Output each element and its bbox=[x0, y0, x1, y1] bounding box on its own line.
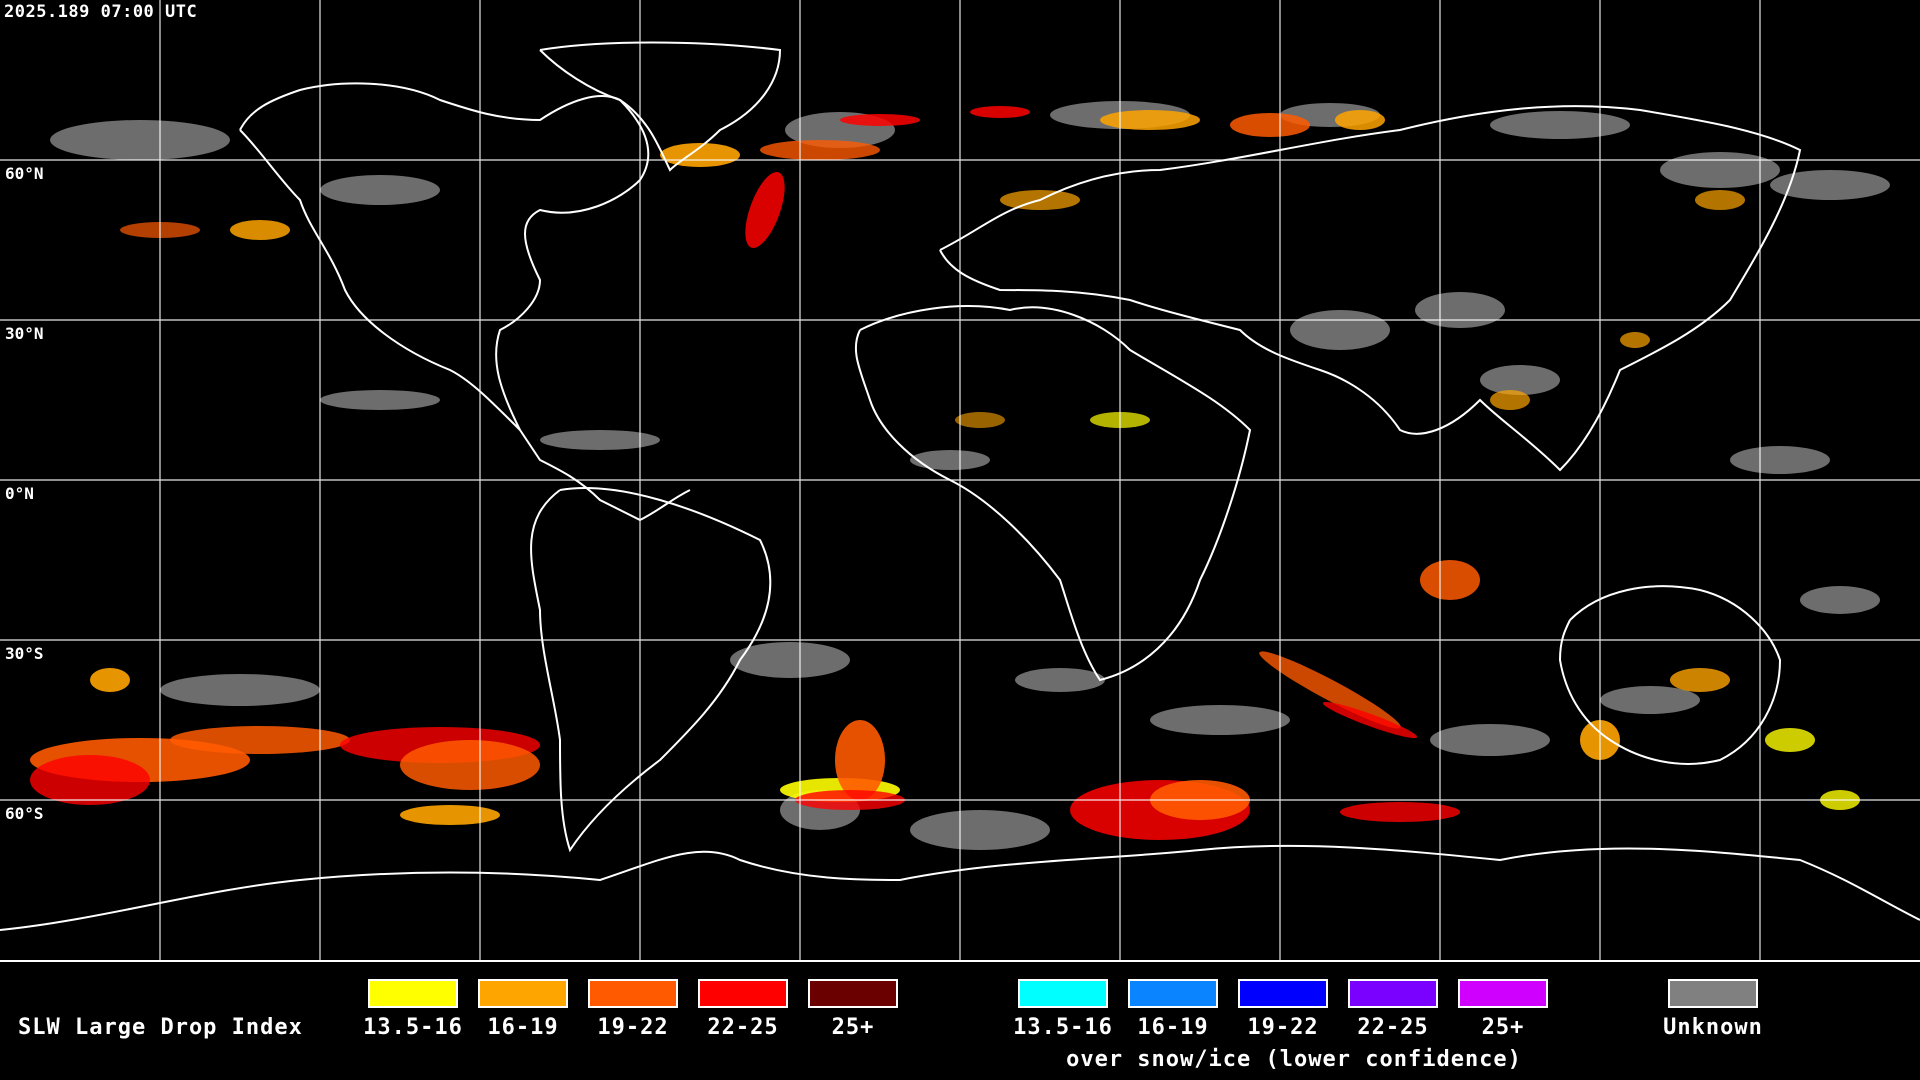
lat-label-60s: 60°S bbox=[5, 804, 44, 823]
legend-title: SLW Large Drop Index bbox=[18, 1015, 303, 1040]
legend-label-unknown: Unknown bbox=[1663, 1015, 1763, 1040]
lat-label-30n: 30°N bbox=[5, 324, 44, 343]
legend-swatch-snow-bin-4 bbox=[1458, 979, 1548, 1008]
legend-label-bin-2: 19-22 bbox=[597, 1015, 669, 1040]
legend-swatch-bin-3 bbox=[698, 979, 788, 1008]
legend-swatch-bin-4 bbox=[808, 979, 898, 1008]
legend-label-snow-bin-4: 25+ bbox=[1481, 1015, 1525, 1040]
legend-swatch-snow-bin-2 bbox=[1238, 979, 1328, 1008]
legend-label-bin-1: 16-19 bbox=[487, 1015, 559, 1040]
lat-label-30s: 30°S bbox=[5, 644, 44, 663]
lat-label-0n: 0°N bbox=[5, 484, 34, 503]
legend-label-snow-bin-2: 19-22 bbox=[1247, 1015, 1319, 1040]
lat-label-60n: 60°N bbox=[5, 164, 44, 183]
legend-swatch-bin-2 bbox=[588, 979, 678, 1008]
legend-swatch-bin-0 bbox=[368, 979, 458, 1008]
legend-swatch-snow-bin-0 bbox=[1018, 979, 1108, 1008]
coastlines bbox=[0, 41, 1920, 931]
legend-swatch-bin-1 bbox=[478, 979, 568, 1008]
legend: SLW Large Drop Index 13.5-16 16-19 19-22… bbox=[0, 960, 1920, 1080]
legend-label-snow-bin-0: 13.5-16 bbox=[1013, 1015, 1113, 1040]
legend-swatch-unknown bbox=[1668, 979, 1758, 1008]
legend-label-bin-4: 25+ bbox=[831, 1015, 875, 1040]
legend-label-bin-0: 13.5-16 bbox=[363, 1015, 463, 1040]
legend-label-bin-3: 22-25 bbox=[707, 1015, 779, 1040]
legend-swatch-snow-bin-1 bbox=[1128, 979, 1218, 1008]
graticule bbox=[0, 0, 1920, 960]
legend-label-snow-bin-3: 22-25 bbox=[1357, 1015, 1429, 1040]
timestamp: 2025.189 07:00 UTC bbox=[4, 2, 198, 22]
slw-drop-layer bbox=[30, 106, 1860, 840]
world-map bbox=[0, 0, 1920, 960]
legend-label-snow-bin-1: 16-19 bbox=[1137, 1015, 1209, 1040]
legend-swatch-snow-bin-3 bbox=[1348, 979, 1438, 1008]
legend-snow-note: over snow/ice (lower confidence) bbox=[1066, 1047, 1522, 1072]
